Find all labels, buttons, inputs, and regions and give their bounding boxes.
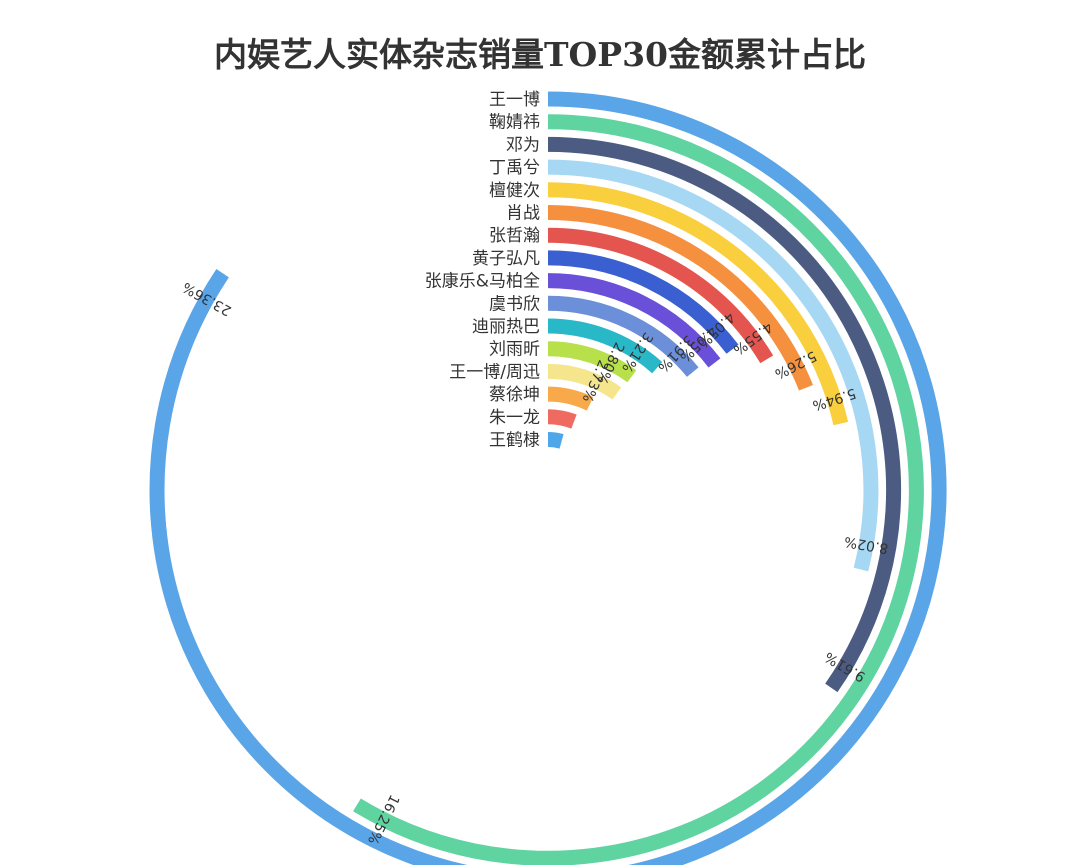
bar-2 — [353, 114, 924, 865]
bar-5 — [547, 182, 849, 426]
category-label: 朱一龙 — [489, 408, 540, 428]
category-label: 王一博/周迅 — [449, 362, 540, 382]
bar-9 — [547, 273, 721, 368]
bar-15 — [547, 409, 577, 429]
bar-1 — [149, 91, 947, 865]
chart-title: 内娱艺人实体杂志销量TOP30金额累计占比 — [213, 35, 867, 74]
value-label: 8.02% — [843, 533, 890, 556]
bar-13 — [547, 363, 622, 400]
category-label: 刘雨昕 — [489, 340, 540, 360]
category-label: 蔡徐坤 — [489, 385, 540, 405]
bar-14 — [547, 386, 594, 411]
bar-6 — [547, 205, 813, 391]
category-label: 王一博 — [489, 90, 540, 110]
category-label: 鞠婧祎 — [489, 113, 540, 133]
category-label: 王鹤棣 — [489, 431, 540, 451]
bar-3 — [547, 136, 902, 693]
category-label: 邓为 — [506, 135, 540, 155]
category-label: 虞书欣 — [489, 294, 540, 314]
bar-12 — [547, 341, 637, 383]
category-label: 黄子弘凡 — [472, 249, 540, 269]
bar-16 — [547, 432, 564, 449]
bar-4 — [547, 159, 879, 572]
category-label: 张康乐&马柏全 — [425, 272, 540, 292]
category-label: 张哲瀚 — [489, 226, 540, 246]
bar-10 — [547, 295, 699, 377]
bar-8 — [547, 250, 739, 354]
category-label: 迪丽热巴 — [472, 317, 540, 337]
category-label: 肖战 — [506, 204, 540, 224]
category-label: 檀健次 — [489, 181, 540, 201]
bar-11 — [547, 318, 663, 374]
bar-7 — [547, 227, 774, 364]
category-label: 丁禹兮 — [489, 158, 540, 178]
